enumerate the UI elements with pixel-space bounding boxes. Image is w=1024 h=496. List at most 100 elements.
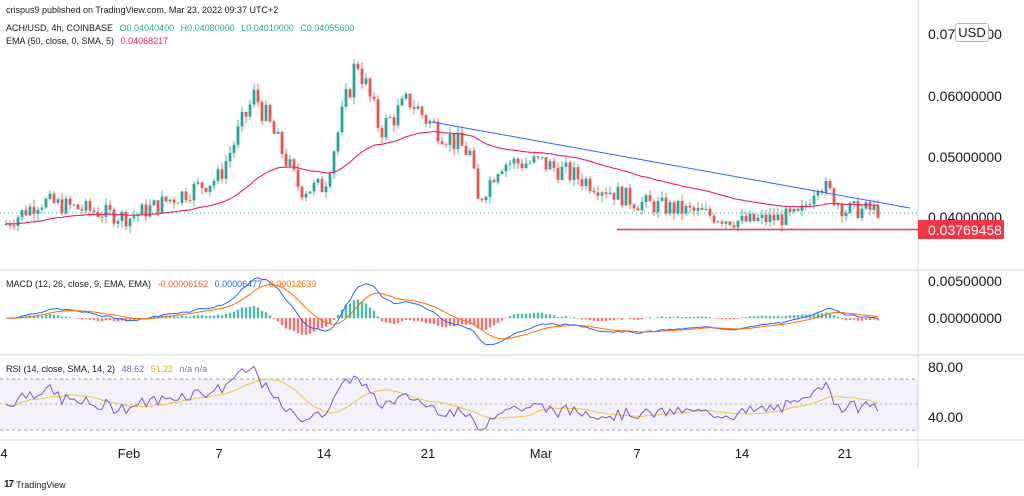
macd-hist-value: -0.00006162 <box>157 279 209 289</box>
macd-histogram-bar <box>844 318 848 321</box>
rsi-axis-label: 40.00 <box>928 409 963 425</box>
macd-histogram-bar <box>408 318 412 321</box>
candle-body <box>724 221 728 224</box>
candle-body <box>268 104 272 122</box>
macd-histogram-bar <box>376 316 380 319</box>
macd-histogram-bar <box>456 318 460 325</box>
macd-histogram-bar <box>424 318 428 324</box>
candle-body <box>872 205 876 210</box>
macd-histogram-bar <box>728 318 732 320</box>
macd-histogram-bar <box>500 318 504 321</box>
macd-histogram-bar <box>692 316 696 319</box>
candle-body <box>324 186 328 193</box>
rsi-label: RSI (14, close, SMA, 14, 2) <box>6 364 116 374</box>
candle-body <box>60 199 64 214</box>
macd-histogram-bar <box>808 314 812 319</box>
candle-body <box>336 132 340 152</box>
candle-body <box>464 145 468 155</box>
candle-body <box>284 153 288 166</box>
tradingview-logo-icon: 17 <box>4 479 14 490</box>
macd-histogram-bar <box>108 318 112 321</box>
candle-body <box>388 117 392 119</box>
ema-legend: EMA (50, close, 0, SMA, 5) 0.04068217 <box>6 36 172 47</box>
candle-body <box>452 133 456 150</box>
macd-histogram-bar <box>180 315 184 319</box>
macd-histogram-bar <box>428 318 432 324</box>
descending-trendline[interactable] <box>431 121 911 209</box>
macd-histogram-bar <box>636 318 640 320</box>
footer-brand: TradingView <box>16 479 66 490</box>
candle-body <box>740 215 744 221</box>
macd-histogram-bar <box>88 318 92 320</box>
macd-histogram-bar <box>196 314 200 319</box>
candle-body <box>656 200 660 213</box>
candle-body <box>568 162 572 181</box>
macd-histogram-bar <box>596 318 600 322</box>
candle-body <box>732 225 736 228</box>
candle-body <box>688 205 692 208</box>
candle-body <box>628 187 632 205</box>
macd-histogram-bar <box>344 305 348 319</box>
macd-histogram-bar <box>740 317 744 319</box>
candle-body <box>808 204 812 205</box>
candle-body <box>660 197 664 201</box>
candle-body <box>564 162 568 167</box>
macd-histogram-bar <box>608 318 612 321</box>
candle-body <box>468 150 472 155</box>
candle-body <box>840 204 844 217</box>
macd-histogram-bar <box>248 306 252 319</box>
macd-histogram-bar <box>548 314 552 319</box>
macd-histogram-bar <box>564 316 568 319</box>
macd-histogram-bar <box>184 316 188 319</box>
candle-body <box>552 161 556 168</box>
macd-histogram-bar <box>280 318 284 326</box>
macd-histogram-bar <box>700 316 704 319</box>
currency-button[interactable]: USD <box>955 23 989 42</box>
tradingview-logo: 17 TradingView <box>4 479 66 490</box>
macd-histogram-bar <box>124 318 128 322</box>
macd-histogram-bar <box>360 301 364 319</box>
macd-histogram-bar <box>468 318 472 325</box>
macd-histogram-bar <box>720 318 724 320</box>
candle-body <box>752 213 756 221</box>
macd-histogram-bar <box>772 316 776 319</box>
macd-histogram-bar <box>68 317 72 319</box>
price-axis-label: 0.06000000 <box>928 88 1002 104</box>
candle-body <box>132 216 136 219</box>
macd-histogram-bar <box>488 318 492 328</box>
candle-body <box>848 203 852 213</box>
macd-histogram-bar <box>760 315 764 319</box>
candle-body <box>560 166 564 180</box>
candle-body <box>584 178 588 187</box>
publisher-line: crispus9 published on TradingView.com, M… <box>6 5 279 15</box>
macd-histogram-bar <box>52 314 56 319</box>
candle-body <box>572 167 576 181</box>
macd-histogram-bar <box>684 316 688 319</box>
candle-body <box>776 214 780 221</box>
macd-histogram-bar <box>352 300 356 319</box>
candle-body <box>664 197 668 214</box>
macd-histogram-bar <box>260 310 264 319</box>
candle-body <box>40 207 44 210</box>
candle-body <box>496 174 500 183</box>
candle-body <box>20 210 24 218</box>
x-axis-label: 7 <box>215 446 222 461</box>
rsi-axis-label: 80.00 <box>928 359 963 375</box>
candle-body <box>200 182 204 188</box>
candle-body <box>160 196 164 213</box>
candle-body <box>700 208 704 210</box>
x-axis-label: 21 <box>838 446 852 461</box>
candle-body <box>280 131 284 154</box>
macd-histogram-bar <box>584 318 588 320</box>
candle-body <box>696 208 700 211</box>
macd-value: 0.00006477 <box>214 279 263 289</box>
macd-histogram-bar <box>600 318 604 322</box>
macd-histogram-bar <box>104 318 108 321</box>
candle-body <box>248 104 252 117</box>
macd-histogram-bar <box>60 316 64 319</box>
candle-body <box>672 202 676 214</box>
macd-histogram-bar <box>836 316 840 319</box>
candle-body <box>516 158 520 164</box>
candle-body <box>868 202 872 210</box>
